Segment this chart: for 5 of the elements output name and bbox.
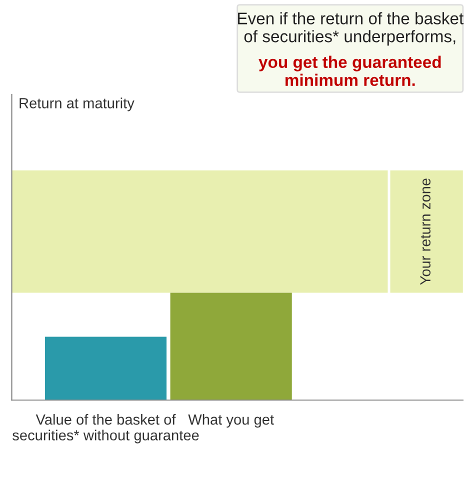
text: Return at maturity (20, 98, 134, 112)
text: Even if the return of the basket of securities* underperforms, (238, 12, 464, 46)
x-tick-label: What you get (188, 414, 274, 428)
band-label: Your return zone (420, 178, 431, 285)
text: you get the guaranteed minimum return. (258, 56, 441, 86)
